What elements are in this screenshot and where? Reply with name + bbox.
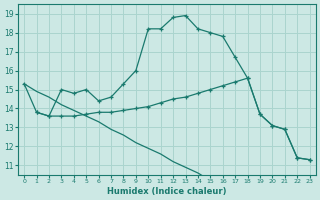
X-axis label: Humidex (Indice chaleur): Humidex (Indice chaleur) bbox=[107, 187, 227, 196]
